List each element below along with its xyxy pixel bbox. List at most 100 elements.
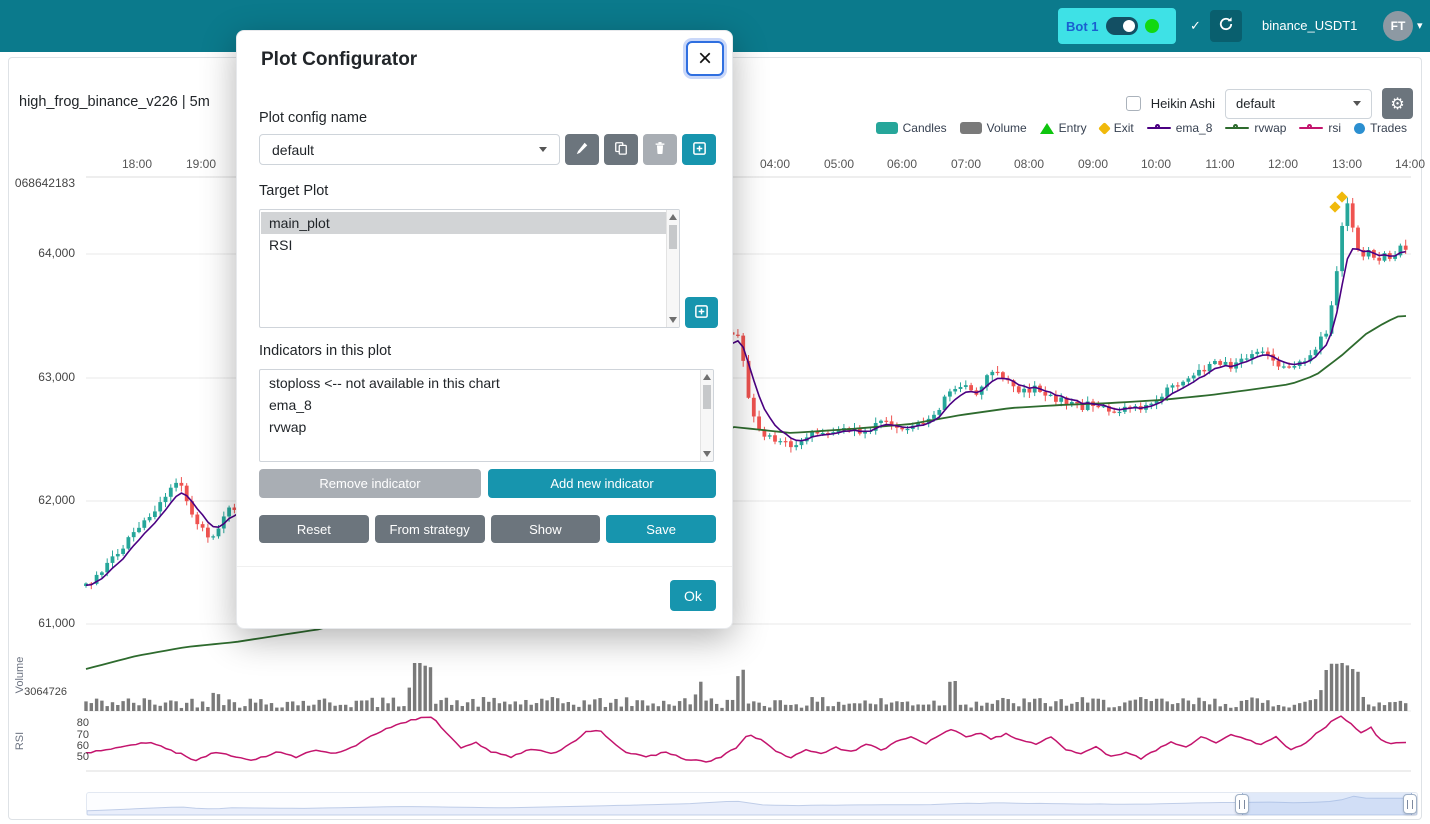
scroll-down-icon[interactable] xyxy=(703,451,711,457)
time-axis-label: 19:00 xyxy=(185,157,217,171)
legend-label: Entry xyxy=(1058,121,1087,135)
chart-title: high_frog_binance_v226 | 5m xyxy=(19,94,210,110)
list-item[interactable]: RSI xyxy=(269,237,293,253)
zoom-handle-right[interactable] xyxy=(1403,794,1417,814)
legend-label: Trades xyxy=(1370,121,1407,135)
copy-icon xyxy=(614,141,628,158)
show-button[interactable]: Show xyxy=(490,515,601,543)
grip-icon xyxy=(1407,799,1413,809)
scroll-up-icon[interactable] xyxy=(669,214,677,220)
time-axis-label: 14:00 xyxy=(1394,157,1426,171)
legend-item-ema8[interactable]: ema_8 xyxy=(1146,121,1212,135)
time-axis-label: 10:00 xyxy=(1140,157,1172,171)
indicators-list: stoploss <-- not available in this chart… xyxy=(259,369,714,462)
legend-item-entry[interactable]: Entry xyxy=(1039,121,1087,135)
config-name-select[interactable]: default xyxy=(259,134,560,165)
add-target-plot-button[interactable] xyxy=(685,297,718,328)
scrollbar[interactable] xyxy=(666,210,679,327)
price-axis-label: 62,000 xyxy=(38,493,75,507)
time-axis-label: 11:00 xyxy=(1205,157,1235,171)
bot-selector[interactable]: Bot 1 xyxy=(1058,8,1176,44)
price-axis-label: 61,000 xyxy=(38,616,75,630)
rvwap-line-icon xyxy=(1225,123,1250,129)
legend-item-rvwap[interactable]: rvwap xyxy=(1225,121,1286,135)
action-buttons-row: Reset From strategy Show Save xyxy=(259,515,716,543)
time-axis-label: 04:00 xyxy=(759,157,791,171)
legend-item-candles[interactable]: Candles xyxy=(875,121,947,135)
plot-settings-button[interactable]: ⚙ xyxy=(1382,88,1413,119)
bot-toggle[interactable] xyxy=(1105,17,1138,35)
time-axis-label: 07:00 xyxy=(950,157,982,171)
time-axis-label: 12:00 xyxy=(1267,157,1299,171)
avatar-menu-caret-icon[interactable]: ▾ xyxy=(1417,20,1423,32)
time-axis-label: 05:00 xyxy=(823,157,855,171)
plot-config-select-value: default xyxy=(1236,96,1276,111)
close-button[interactable]: × xyxy=(686,41,724,76)
avatar[interactable]: FT xyxy=(1383,11,1413,41)
zoom-silhouette xyxy=(87,795,1417,815)
scroll-thumb[interactable] xyxy=(703,385,711,409)
scroll-down-icon[interactable] xyxy=(669,317,677,323)
scroll-thumb[interactable] xyxy=(669,225,677,249)
close-icon: × xyxy=(697,44,712,72)
add-indicator-button[interactable]: Add new indicator xyxy=(488,469,716,498)
legend-label: rvwap xyxy=(1254,121,1287,135)
grip-icon xyxy=(1239,799,1245,809)
list-item[interactable]: rvwap xyxy=(269,419,307,435)
remove-indicator-button[interactable]: Remove indicator xyxy=(259,469,481,498)
legend-item-trades[interactable]: Trades xyxy=(1354,121,1407,135)
save-button[interactable]: Save xyxy=(606,515,716,543)
rsi-dot-icon xyxy=(1307,123,1313,129)
time-axis-label: 06:00 xyxy=(886,157,918,171)
plot-config-select[interactable]: default xyxy=(1225,88,1372,119)
zoom-window[interactable] xyxy=(1242,793,1412,815)
scroll-up-icon[interactable] xyxy=(703,374,711,380)
time-axis-label: 13:00 xyxy=(1331,157,1363,171)
list-item[interactable]: main_plot xyxy=(261,212,666,234)
refresh-button[interactable] xyxy=(1210,10,1242,42)
chart-legend: Candles Volume Entry Exit ema_8 rvwap xyxy=(875,121,1407,135)
rvwap-dot-icon xyxy=(1233,123,1239,129)
legend-label: Exit xyxy=(1113,121,1134,135)
legend-item-volume[interactable]: Volume xyxy=(959,121,1027,135)
time-axis-label: 08:00 xyxy=(1013,157,1045,171)
heikin-ashi-checkbox[interactable] xyxy=(1125,96,1141,111)
from-strategy-button[interactable]: From strategy xyxy=(374,515,485,543)
zoom-handle-left[interactable] xyxy=(1235,794,1249,814)
plot-configurator-modal: Plot Configurator × Plot config name def… xyxy=(236,30,733,629)
scrollbar[interactable] xyxy=(700,370,713,461)
trash-icon xyxy=(653,141,667,158)
indicator-buttons-row: Remove indicator Add new indicator xyxy=(259,469,716,498)
legend-item-exit[interactable]: Exit xyxy=(1097,121,1134,135)
duplicate-config-button[interactable] xyxy=(604,134,638,165)
reset-button[interactable]: Reset xyxy=(259,515,369,543)
target-plot-label: Target Plot xyxy=(259,183,329,199)
chevron-down-icon xyxy=(1353,101,1361,106)
legend-item-rsi[interactable]: rsi xyxy=(1299,121,1341,135)
price-axis-label: 63,000 xyxy=(38,370,75,384)
bot-online-indicator xyxy=(1144,19,1159,33)
time-axis-label: 09:00 xyxy=(1077,157,1109,171)
chevron-down-icon xyxy=(539,147,547,152)
boxed-plus-icon xyxy=(694,304,709,322)
bot-name-label: Bot 1 xyxy=(1066,18,1099,34)
delete-config-button[interactable] xyxy=(643,134,677,165)
modal-title: Plot Configurator xyxy=(261,49,418,70)
rsi-axis-label: 80 xyxy=(76,717,89,729)
legend-label: Volume xyxy=(986,121,1027,135)
rename-config-button[interactable] xyxy=(565,134,599,165)
candles-marker-icon xyxy=(875,122,898,134)
bot-toggle-knob xyxy=(1122,20,1135,32)
time-axis-label: 18:00 xyxy=(121,157,153,171)
volume-axis-title: Volume xyxy=(14,656,26,694)
add-config-button[interactable] xyxy=(682,134,716,165)
list-item[interactable]: ema_8 xyxy=(269,397,312,413)
zoom-track[interactable] xyxy=(86,792,1418,816)
indicators-label: Indicators in this plot xyxy=(259,343,392,359)
list-item[interactable]: stoploss <-- not available in this chart xyxy=(269,375,500,391)
legend-label: Candles xyxy=(902,121,947,135)
modal-footer: Ok xyxy=(237,566,732,628)
volume-marker-icon xyxy=(959,122,982,134)
ok-button[interactable]: Ok xyxy=(670,580,716,611)
